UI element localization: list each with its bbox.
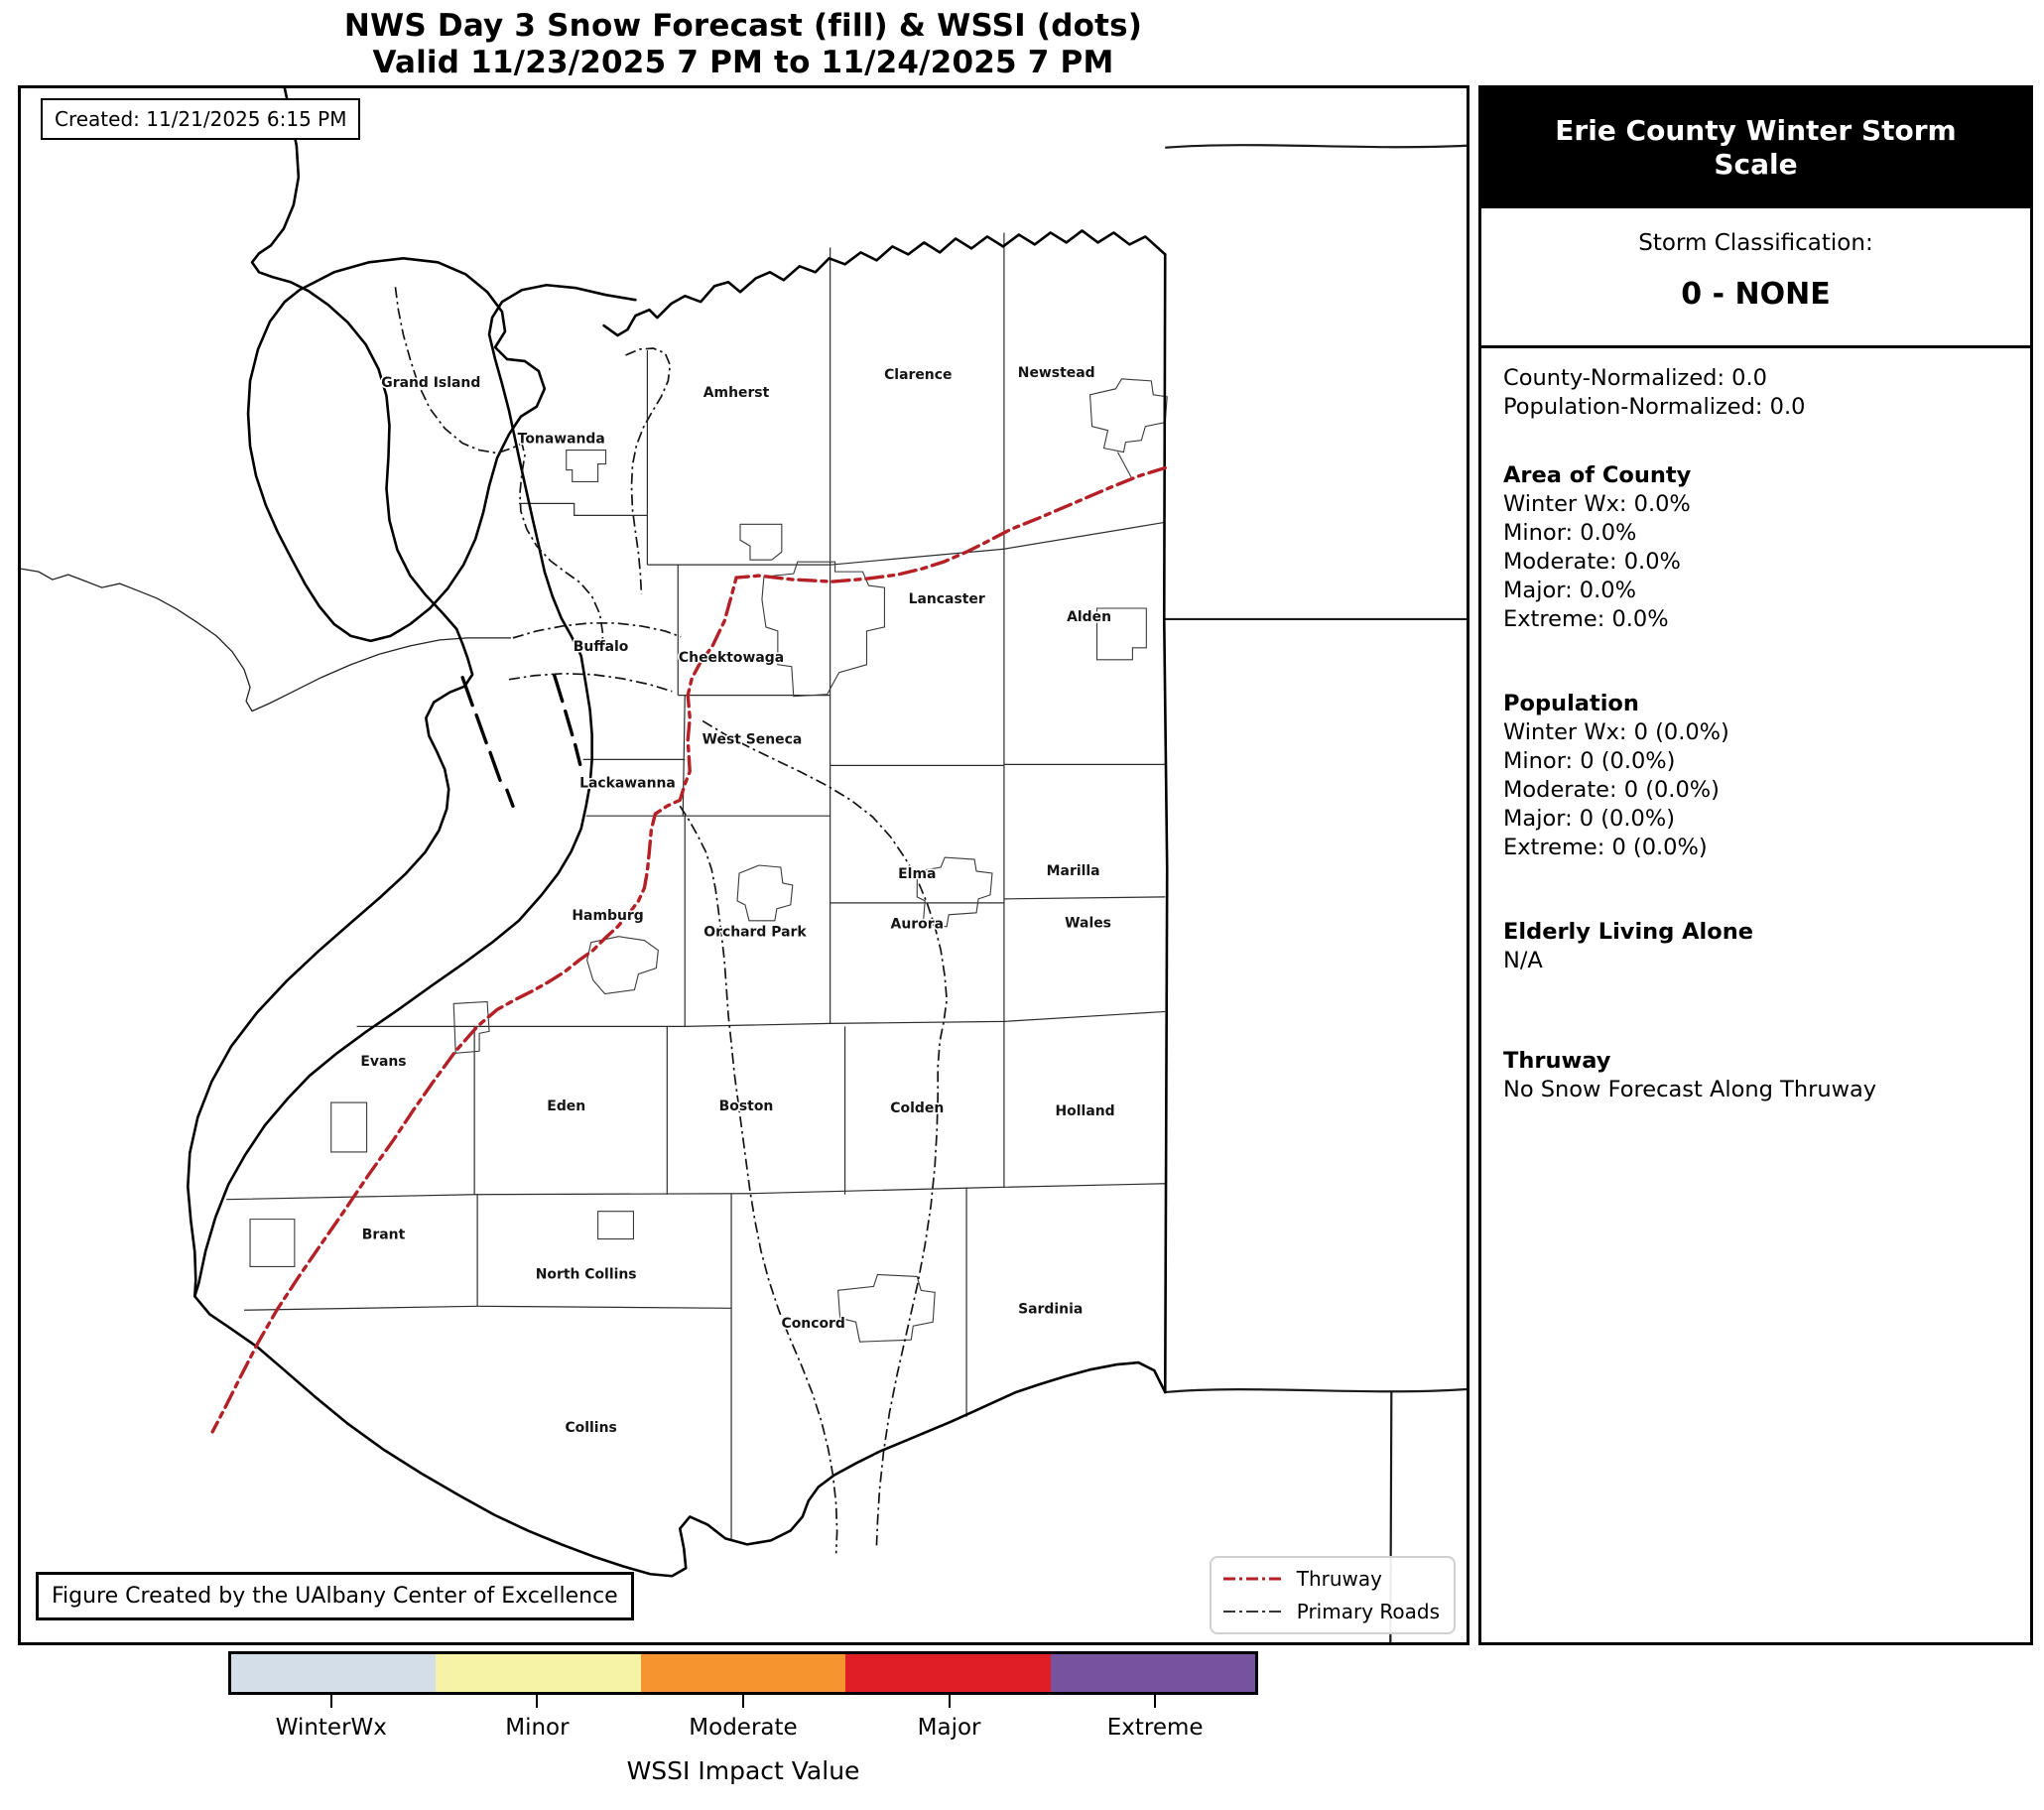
legend-label: Thruway	[1296, 1567, 1382, 1591]
town-label: Lackawanna	[579, 775, 676, 791]
town-label: Colden	[890, 1100, 944, 1116]
town-label: Hamburg	[572, 908, 643, 924]
town-label: West Seneca	[703, 731, 803, 747]
stat-line: Major: 0 (0.0%)	[1503, 806, 1675, 832]
town-label: Boston	[719, 1099, 774, 1114]
town-label: North Collins	[536, 1266, 637, 1282]
county-normalized: County-Normalized: 0.0	[1503, 365, 1767, 391]
legend-row: Primary Roads	[1221, 1600, 1440, 1623]
town-label: Alden	[1067, 609, 1111, 625]
classification-value: 0 - NONE	[1681, 277, 1831, 312]
elderly-value: N/A	[1503, 948, 1543, 973]
colorbar-segment	[436, 1654, 641, 1692]
town-label: Evans	[360, 1054, 406, 1070]
elderly-header: Elderly Living Alone	[1503, 919, 1754, 945]
stat-line: Minor: 0 (0.0%)	[1503, 748, 1676, 774]
harbor-breakwall-marks	[462, 676, 580, 806]
stat-line: Winter Wx: 0 (0.0%)	[1503, 719, 1729, 745]
thruway-header: Thruway	[1503, 1048, 1611, 1074]
figure-title: NWS Day 3 Snow Forecast (fill) & WSSI (d…	[18, 8, 1469, 81]
town-label: Sardinia	[1018, 1301, 1083, 1317]
town-label: Concord	[782, 1316, 845, 1332]
stat-line: Minor: 0.0%	[1503, 520, 1637, 546]
town-label: Brant	[362, 1228, 406, 1243]
primary-roads	[395, 287, 947, 1553]
population-lines: Winter Wx: 0 (0.0%) Minor: 0 (0.0%) Modera…	[1503, 718, 2010, 862]
county-basemap: Grand Island Tonawanda Amherst Clarence News…	[21, 88, 1467, 1642]
colorbar-tick	[536, 1695, 539, 1708]
roads-legend: Thruway Primary Roads	[1209, 1556, 1456, 1634]
colorbar-title: WSSI Impact Value	[626, 1756, 860, 1785]
colorbar-tick-label: Minor	[505, 1715, 570, 1741]
thruway-line	[212, 468, 1165, 1432]
classification-label: Storm Classification:	[1638, 230, 1873, 256]
colorbar-ticks	[228, 1695, 1258, 1708]
population-header: Population	[1503, 691, 1639, 716]
county-boundary	[188, 88, 1167, 1576]
panel-stats: County-Normalized: 0.0 Population-Normal…	[1481, 348, 2030, 1104]
stat-line: Moderate: 0 (0.0%)	[1503, 777, 1720, 803]
wssi-colorbar: WinterWx Minor Moderate Major Extreme WSSI I…	[228, 1651, 1258, 1785]
title-line-2: Valid 11/23/2025 7 PM to 11/24/2025 7 PM	[372, 45, 1114, 80]
primary-roads-line-sample	[1221, 1605, 1283, 1618]
town-label: Orchard Park	[703, 925, 807, 941]
town-label: Aurora	[891, 917, 944, 933]
town-label: Holland	[1056, 1103, 1115, 1119]
neighbor-county-lines	[1165, 145, 1467, 1642]
colorbar-tick-label: WinterWx	[275, 1715, 387, 1741]
colorbar-segments	[228, 1651, 1258, 1695]
town-label: Marilla	[1047, 863, 1100, 879]
legend-row: Thruway	[1221, 1567, 1440, 1591]
colorbar-segment	[1050, 1654, 1256, 1692]
town-label: Wales	[1065, 916, 1111, 932]
stat-line: Major: 0.0%	[1503, 578, 1636, 603]
colorbar-tick-label: Major	[917, 1715, 981, 1741]
stat-line: Extreme: 0 (0.0%)	[1503, 835, 1708, 860]
colorbar-tick	[329, 1695, 332, 1708]
village-outlines	[250, 379, 1167, 1342]
town-label: Clarence	[884, 367, 952, 383]
town-label: Newstead	[1018, 365, 1095, 381]
colorbar-segment	[231, 1654, 437, 1692]
town-label: Lancaster	[909, 591, 985, 607]
attribution-box: Figure Created by the UAlbany Center of …	[36, 1572, 634, 1620]
colorbar-tick-label: Extreme	[1106, 1715, 1204, 1741]
colorbar-labels: WinterWx Minor Moderate Major Extreme	[228, 1715, 1258, 1741]
legend-label: Primary Roads	[1296, 1600, 1440, 1623]
colorbar-segment	[640, 1654, 846, 1692]
town-label: Grand Island	[381, 375, 480, 391]
town-label: Cheektowaga	[679, 650, 784, 666]
town-label: Collins	[565, 1420, 616, 1436]
town-label: Tonawanda	[518, 432, 605, 448]
panel-title: Erie County Winter Storm Scale	[1481, 88, 2030, 208]
thruway-value: No Snow Forecast Along Thruway	[1503, 1077, 1877, 1102]
map-axes: Grand Island Tonawanda Amherst Clarence News…	[18, 85, 1469, 1645]
storm-scale-panel: Erie County Winter Storm Scale Storm Cla…	[1478, 85, 2033, 1645]
town-label: Buffalo	[574, 639, 629, 655]
classification-section: Storm Classification: 0 - NONE	[1481, 208, 2030, 348]
colorbar-segment	[845, 1654, 1051, 1692]
stat-line: Extreme: 0.0%	[1503, 606, 1669, 632]
population-normalized: Population-Normalized: 0.0	[1503, 394, 1806, 420]
stat-line: Winter Wx: 0.0%	[1503, 491, 1691, 517]
thruway-line-sample	[1221, 1572, 1283, 1586]
colorbar-tick-label: Moderate	[689, 1715, 798, 1741]
created-timestamp-box: Created: 11/21/2025 6:15 PM	[41, 98, 361, 140]
town-boundaries	[226, 232, 1165, 1539]
town-label: Amherst	[703, 385, 770, 401]
town-labels: Grand Island Tonawanda Amherst Clarence News…	[359, 363, 1116, 1437]
stat-line: Moderate: 0.0%	[1503, 549, 1681, 575]
colorbar-tick	[741, 1695, 744, 1708]
area-of-county-lines: Winter Wx: 0.0% Minor: 0.0% Moderate: 0.0%…	[1503, 490, 2010, 634]
colorbar-tick	[1154, 1695, 1157, 1708]
town-label: Elma	[898, 866, 936, 882]
lake-shore-thin-line	[21, 569, 511, 711]
town-label: Eden	[547, 1099, 585, 1114]
area-of-county-header: Area of County	[1503, 462, 1692, 488]
title-line-1: NWS Day 3 Snow Forecast (fill) & WSSI (d…	[343, 8, 1143, 44]
colorbar-tick	[948, 1695, 951, 1708]
